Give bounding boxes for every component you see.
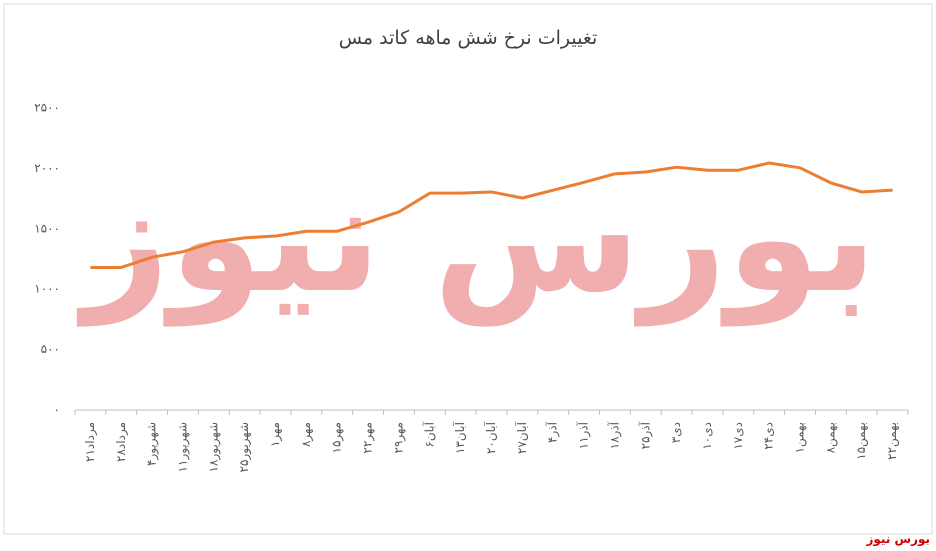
y-tick-label: ۱۰۰۰ — [34, 282, 60, 296]
chart-title: تغییرات نرخ شش ماهه کاتد مس — [339, 27, 598, 49]
x-tick-label: ۱۸آذر — [606, 421, 622, 449]
source: بورس نیوز — [865, 532, 930, 547]
x-tick-label: ۲۵آذر — [637, 421, 653, 449]
x-tick-label: ۲۴دی — [762, 422, 776, 450]
x-tick-label: ۱۱آذر — [576, 421, 592, 449]
x-tick-label: ۸بهمن — [823, 422, 838, 453]
watermark: بورس نیوز — [76, 152, 877, 327]
x-tick-label: ۸مهر — [299, 422, 314, 447]
x-tick-label: ۱۱شهریور — [175, 422, 190, 472]
chart-frame — [3, 3, 933, 535]
x-tick-label: ۱۳آبان — [452, 421, 467, 454]
line-series — [90, 161, 893, 269]
x-tick-label: ۲۷آبان — [514, 421, 529, 454]
x-tick-label: ۶آبان — [421, 421, 436, 447]
y-tick-label: ۰ — [54, 403, 60, 417]
x-tick-label: ۱مهر — [268, 422, 283, 447]
x-tick-label: ۲۱مرداد — [83, 422, 98, 462]
x-tick-label: ۲۹مهر — [391, 422, 406, 453]
x-tick-label: ۲۸مرداد — [114, 422, 129, 462]
x-tick-label: ۴شهریور — [145, 422, 160, 466]
x-tick-label: ۲۵شهریور — [237, 422, 252, 472]
y-tick-label: ۲۰۰۰ — [34, 161, 60, 175]
x-tick-label: ۲۲مهر — [361, 422, 376, 453]
x-tick-label: ۲۰آبان — [483, 421, 498, 454]
x-tick-label: ۱۵بهمن — [854, 422, 869, 460]
x-tick-label: ۱بهمن — [793, 422, 808, 453]
x-tick-label: ۱۷دی — [731, 422, 745, 450]
y-tick-label: ۵۰۰ — [41, 342, 60, 356]
y-tick-label: ۱۵۰۰ — [34, 221, 60, 235]
x-tick-label: ۱۸شهریور — [206, 422, 221, 472]
x-tick-label: ۳دی — [669, 422, 683, 443]
x-tick-label: ۴آذر — [545, 421, 561, 443]
x-tick-label: ۱۰دی — [700, 422, 714, 450]
y-tick-label: ۲۵۰۰ — [34, 101, 60, 115]
x-tick-label: ۱۵مهر — [330, 422, 345, 453]
x-tick-label: ۲۲بهمن — [885, 422, 900, 460]
